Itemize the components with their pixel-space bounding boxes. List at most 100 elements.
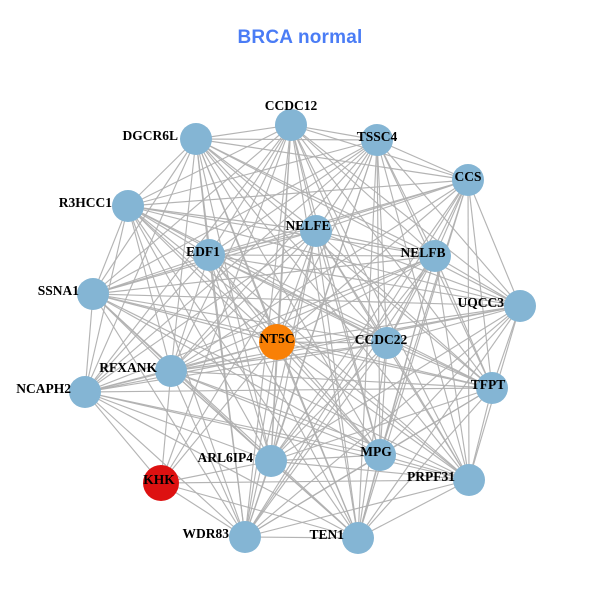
node-circle[interactable] bbox=[69, 376, 101, 408]
node-circle[interactable] bbox=[300, 215, 332, 247]
graph-node[interactable]: CCS bbox=[452, 164, 484, 196]
graph-edge bbox=[270, 305, 521, 462]
graph-edge bbox=[84, 387, 493, 393]
graph-node[interactable]: PRPF31 bbox=[407, 464, 485, 496]
graph-edge bbox=[195, 138, 436, 257]
node-circle[interactable] bbox=[453, 464, 485, 496]
graph-edge bbox=[376, 139, 469, 181]
graph-edge bbox=[170, 305, 521, 372]
node-label: R3HCC1 bbox=[59, 195, 112, 210]
graph-edge bbox=[244, 536, 359, 539]
graph-edge bbox=[290, 124, 521, 307]
graph-edge bbox=[160, 124, 292, 484]
graph-edge bbox=[127, 205, 172, 372]
graph-edge bbox=[270, 387, 493, 462]
node-label: CCDC22 bbox=[355, 332, 408, 347]
graph-node[interactable]: UQCC3 bbox=[458, 290, 537, 322]
graph-edge bbox=[92, 293, 246, 538]
graph-node[interactable]: EDF1 bbox=[186, 239, 225, 271]
graph-edge bbox=[92, 139, 378, 295]
node-circle[interactable] bbox=[476, 372, 508, 404]
node-circle[interactable] bbox=[77, 278, 109, 310]
graph-edge bbox=[160, 460, 272, 484]
graph-edge bbox=[170, 124, 292, 372]
graph-node[interactable]: TFPT bbox=[471, 372, 508, 404]
graph-edge bbox=[244, 479, 470, 538]
node-circle[interactable] bbox=[419, 240, 451, 272]
graph-node[interactable]: CCDC12 bbox=[265, 98, 318, 141]
graph-node[interactable]: NT5C bbox=[259, 324, 295, 360]
graph-node[interactable]: SSNA1 bbox=[38, 278, 109, 310]
graph-edge bbox=[434, 255, 470, 481]
node-circle[interactable] bbox=[155, 355, 187, 387]
node-circle[interactable] bbox=[361, 124, 393, 156]
graph-edge bbox=[208, 139, 378, 256]
graph-edge bbox=[92, 293, 521, 307]
graph-edge bbox=[270, 342, 388, 462]
graph-edge bbox=[195, 138, 317, 232]
graph-edge bbox=[290, 124, 381, 456]
graph-edge bbox=[244, 341, 278, 538]
graph-node[interactable]: NELFB bbox=[400, 240, 451, 272]
node-circle[interactable] bbox=[193, 239, 225, 271]
graph-node[interactable]: TSSC4 bbox=[357, 124, 398, 156]
graph-edge bbox=[357, 305, 521, 539]
graph-edge bbox=[170, 138, 197, 372]
graph-edge bbox=[160, 370, 172, 484]
graph-edge bbox=[170, 370, 246, 538]
graph-edge bbox=[276, 255, 436, 343]
graph-edge bbox=[160, 482, 359, 539]
graph-edge bbox=[208, 230, 317, 256]
node-label: KHK bbox=[143, 472, 175, 487]
node-circle[interactable] bbox=[452, 164, 484, 196]
graph-node[interactable]: WDR83 bbox=[183, 521, 262, 553]
graph-edge bbox=[127, 205, 359, 539]
graph-edge bbox=[195, 138, 469, 181]
graph-node[interactable]: RFXANK bbox=[99, 355, 187, 387]
graph-edge bbox=[84, 255, 436, 393]
node-label: NELFB bbox=[400, 245, 445, 260]
graph-node[interactable]: NELFE bbox=[285, 215, 332, 247]
graph-edge bbox=[244, 454, 381, 538]
graph-node[interactable]: ARL6IP4 bbox=[197, 445, 287, 477]
node-circle[interactable] bbox=[112, 190, 144, 222]
node-circle[interactable] bbox=[275, 109, 307, 141]
graph-edge bbox=[386, 342, 470, 481]
graph-node[interactable]: CCDC22 bbox=[355, 327, 408, 359]
graph-edge bbox=[160, 230, 317, 484]
graph-edge bbox=[379, 342, 388, 456]
graph-edge bbox=[195, 138, 493, 389]
graph-edge bbox=[127, 124, 292, 207]
graph-edge bbox=[170, 230, 317, 372]
node-circle[interactable] bbox=[255, 445, 287, 477]
node-circle[interactable] bbox=[259, 324, 295, 360]
graph-node[interactable]: KHK bbox=[143, 465, 179, 501]
graph-edge bbox=[276, 341, 381, 456]
graph-node[interactable]: NCAPH2 bbox=[16, 376, 101, 408]
graph-edge bbox=[357, 342, 388, 539]
node-circle[interactable] bbox=[371, 327, 403, 359]
graph-edge bbox=[386, 305, 521, 344]
node-label: NT5C bbox=[259, 331, 294, 346]
node-circle[interactable] bbox=[229, 521, 261, 553]
graph-edge bbox=[270, 179, 469, 462]
graph-edge bbox=[92, 293, 278, 343]
node-circle[interactable] bbox=[342, 522, 374, 554]
graph-node[interactable]: MPG bbox=[360, 439, 396, 471]
graph-edge bbox=[357, 179, 469, 539]
graph-edge bbox=[386, 342, 493, 389]
graph-node[interactable]: TEN1 bbox=[309, 522, 374, 554]
node-circle[interactable] bbox=[180, 123, 212, 155]
graph-edge bbox=[376, 139, 470, 481]
graph-edge bbox=[467, 179, 470, 481]
graph-node[interactable]: DGCR6L bbox=[122, 123, 212, 155]
graph-edge bbox=[127, 205, 436, 257]
graph-edge bbox=[92, 293, 388, 344]
node-circle[interactable] bbox=[504, 290, 536, 322]
node-circle[interactable] bbox=[364, 439, 396, 471]
node-label: CCS bbox=[454, 169, 481, 184]
graph-node[interactable]: R3HCC1 bbox=[59, 190, 144, 222]
node-label: DGCR6L bbox=[122, 128, 178, 143]
node-circle[interactable] bbox=[143, 465, 179, 501]
graph-edge bbox=[467, 179, 521, 307]
